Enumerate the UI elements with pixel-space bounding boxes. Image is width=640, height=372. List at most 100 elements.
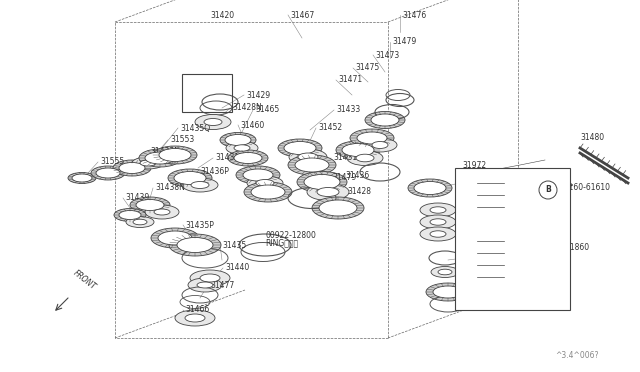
Text: 31467: 31467	[290, 10, 314, 19]
Ellipse shape	[226, 141, 258, 154]
Ellipse shape	[130, 197, 170, 213]
Ellipse shape	[371, 114, 399, 126]
Ellipse shape	[153, 146, 197, 164]
Text: 31864: 31864	[506, 237, 530, 246]
Ellipse shape	[295, 158, 329, 172]
Text: 31433N: 31433N	[150, 148, 180, 157]
Text: RINGリング: RINGリング	[265, 238, 298, 247]
Text: 31466: 31466	[185, 305, 209, 314]
Ellipse shape	[195, 115, 231, 129]
Text: 31473: 31473	[375, 51, 399, 60]
Ellipse shape	[197, 282, 213, 288]
Text: 31487: 31487	[488, 224, 512, 234]
Ellipse shape	[251, 185, 285, 199]
Ellipse shape	[289, 149, 327, 165]
Ellipse shape	[247, 176, 283, 190]
Text: 31480: 31480	[580, 134, 604, 142]
Ellipse shape	[200, 274, 220, 282]
Ellipse shape	[220, 132, 256, 148]
Ellipse shape	[119, 211, 141, 219]
Text: 31420: 31420	[210, 10, 234, 19]
Ellipse shape	[174, 171, 206, 185]
Ellipse shape	[278, 139, 322, 157]
Ellipse shape	[372, 141, 388, 148]
Ellipse shape	[185, 314, 205, 322]
Text: 31873: 31873	[506, 190, 530, 199]
Text: 31438N: 31438N	[155, 183, 185, 192]
Ellipse shape	[140, 160, 156, 166]
Text: FRONT: FRONT	[72, 269, 98, 292]
Text: 31431: 31431	[333, 154, 357, 163]
Ellipse shape	[461, 262, 477, 268]
Ellipse shape	[363, 138, 397, 152]
Ellipse shape	[234, 153, 262, 164]
Ellipse shape	[438, 269, 452, 275]
Text: 31555: 31555	[100, 157, 124, 167]
Text: 31460: 31460	[240, 121, 264, 129]
Ellipse shape	[420, 203, 456, 217]
Ellipse shape	[68, 173, 96, 183]
Text: 31435: 31435	[222, 241, 246, 250]
Ellipse shape	[342, 144, 374, 157]
Text: 31452: 31452	[318, 124, 342, 132]
Text: 31435Q: 31435Q	[180, 124, 210, 132]
Text: 31476: 31476	[402, 10, 426, 19]
Ellipse shape	[462, 180, 476, 186]
Ellipse shape	[297, 171, 347, 192]
Ellipse shape	[284, 141, 316, 154]
Text: 31436P: 31436P	[200, 167, 229, 176]
Ellipse shape	[431, 266, 459, 278]
Ellipse shape	[356, 154, 374, 162]
Ellipse shape	[430, 219, 446, 225]
Ellipse shape	[288, 155, 336, 175]
Ellipse shape	[347, 151, 383, 166]
Ellipse shape	[113, 160, 151, 176]
Ellipse shape	[462, 250, 476, 256]
Text: 31479: 31479	[332, 173, 356, 183]
Text: 31438: 31438	[488, 288, 512, 296]
Ellipse shape	[462, 192, 476, 198]
Ellipse shape	[298, 153, 318, 161]
Ellipse shape	[430, 231, 446, 237]
Ellipse shape	[433, 286, 463, 298]
Ellipse shape	[465, 182, 472, 185]
Ellipse shape	[96, 168, 120, 178]
Bar	[182, 74, 232, 112]
Ellipse shape	[72, 174, 92, 182]
Ellipse shape	[420, 227, 456, 241]
Ellipse shape	[191, 182, 209, 189]
Text: 31487: 31487	[488, 212, 512, 221]
Text: 31479: 31479	[392, 38, 416, 46]
Ellipse shape	[243, 169, 273, 181]
Ellipse shape	[139, 149, 181, 167]
Text: 31863: 31863	[506, 260, 530, 269]
Text: 31436: 31436	[345, 170, 369, 180]
Ellipse shape	[158, 231, 192, 245]
Ellipse shape	[133, 219, 147, 225]
Ellipse shape	[114, 208, 146, 221]
Ellipse shape	[236, 166, 280, 184]
Ellipse shape	[182, 178, 218, 192]
Ellipse shape	[317, 187, 339, 196]
Ellipse shape	[350, 129, 394, 147]
Text: 31428N: 31428N	[232, 103, 262, 112]
Ellipse shape	[177, 237, 213, 253]
Ellipse shape	[304, 174, 340, 189]
Ellipse shape	[225, 135, 251, 145]
Ellipse shape	[426, 283, 470, 301]
Ellipse shape	[336, 141, 380, 159]
Ellipse shape	[244, 182, 292, 202]
Ellipse shape	[169, 234, 221, 256]
Ellipse shape	[126, 217, 154, 228]
Text: 31431N: 31431N	[215, 154, 245, 163]
Text: 31860: 31860	[565, 244, 589, 253]
Text: 31489: 31489	[488, 267, 512, 276]
Ellipse shape	[464, 251, 474, 255]
Text: 08160-61610: 08160-61610	[560, 183, 611, 192]
Circle shape	[539, 181, 557, 199]
Ellipse shape	[307, 183, 349, 201]
Ellipse shape	[136, 199, 164, 211]
Text: 31429: 31429	[246, 90, 270, 99]
Text: 31428: 31428	[347, 187, 371, 196]
Ellipse shape	[234, 145, 250, 151]
